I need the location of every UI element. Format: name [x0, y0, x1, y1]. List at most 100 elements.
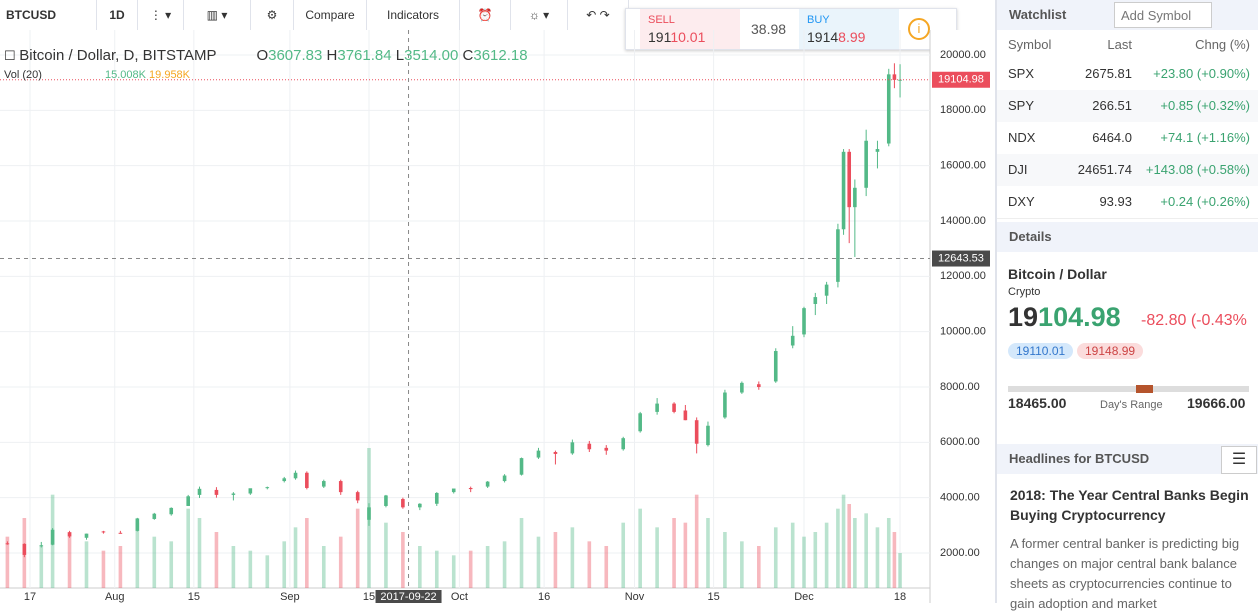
volume-bar — [135, 522, 140, 588]
watchlist-title: Watchlist — [1009, 7, 1067, 22]
volume-bar — [757, 546, 761, 588]
l-label: L — [395, 47, 405, 64]
volume-bar — [282, 541, 287, 588]
candle-body — [214, 489, 219, 495]
headline[interactable]: 2018: The Year Central Banks Begin Buyin… — [1010, 487, 1249, 523]
watch-cell: DJI — [1008, 162, 1028, 177]
candle-body — [384, 495, 388, 506]
y-tick-label: 12000.00 — [940, 270, 986, 282]
volume-bar — [655, 527, 659, 588]
candle-body — [293, 472, 298, 479]
x-tick-label: Sep — [280, 591, 300, 603]
watch-row[interactable]: SPY 266.51 +0.85 (+0.32%) — [997, 90, 1258, 123]
menu[interactable]: ⋮ ▾ — [138, 0, 184, 30]
sell[interactable]: SELL 19110.01 — [640, 9, 740, 49]
h-label: H — [326, 47, 338, 64]
candle-body — [401, 499, 405, 508]
add-symbol[interactable]: Add Symbol — [1114, 2, 1212, 28]
volume-bar — [169, 541, 174, 588]
candle-body — [50, 529, 55, 545]
candle-body — [355, 492, 360, 501]
volume-bar — [39, 546, 44, 588]
candle-body — [22, 543, 27, 555]
buy-tail: 8.99 — [838, 29, 866, 45]
volume-bar — [321, 546, 326, 588]
y-tick-label: 18000.00 — [940, 104, 986, 116]
last-price-label: 19104.98 — [938, 74, 984, 86]
detail-name: Bitcoin / Dollar — [1008, 266, 1107, 282]
watch-cell: 266.51 — [1092, 98, 1132, 113]
volume-bar — [836, 508, 840, 588]
watch-row[interactable]: SPX 2675.81 +23.80 (+0.90%) — [997, 58, 1258, 91]
candle-body — [101, 531, 106, 533]
l: 3514.00 — [404, 47, 459, 64]
candle-body — [434, 492, 439, 504]
candle-body — [118, 532, 123, 534]
list-button[interactable]: ☰ — [1221, 446, 1257, 474]
y-tick-label: 14000.00 — [940, 215, 986, 227]
candle-body — [553, 452, 558, 454]
watch-cell: +23.80 (+0.90%) — [1153, 66, 1250, 81]
watch-row[interactable]: DJI 24651.74 +143.08 (+0.58%) — [997, 154, 1258, 187]
h: 3761.84 — [337, 47, 392, 64]
watch-row[interactable]: NDX 6464.0 +74.1 (+1.16%) — [997, 122, 1258, 155]
volume-bar — [67, 532, 72, 588]
candle-body — [706, 425, 710, 446]
candle-body — [683, 410, 688, 421]
watch-row[interactable]: DXY 93.93 +0.24 (+0.26%) — [997, 186, 1258, 219]
idea[interactable]: ☼ ▾ — [511, 0, 568, 30]
range-high: 19666.00 — [1187, 395, 1246, 411]
buy-price: 19148.99 — [807, 29, 865, 45]
info[interactable]: i — [908, 18, 930, 40]
candle-body — [519, 458, 524, 475]
crosshair-date: 2017-09-22 — [380, 591, 436, 603]
candle-body — [740, 382, 744, 393]
chart-style[interactable]: ▥ ▾ — [184, 0, 251, 30]
candle-body — [152, 513, 157, 519]
candle-body — [451, 488, 456, 493]
watch-cell: NDX — [1008, 130, 1036, 145]
candle-body — [502, 475, 507, 482]
candle-body — [321, 481, 326, 487]
vol2: 19.958K — [149, 69, 191, 81]
candle-body — [135, 518, 140, 531]
volume-bar — [570, 527, 575, 588]
settings[interactable]: ⚙ — [251, 0, 294, 30]
volume-bar — [248, 550, 253, 588]
undo-redo[interactable]: ↶ ↷ — [568, 0, 629, 30]
candle-body — [231, 493, 236, 495]
price-tail: 104.98 — [1038, 302, 1121, 332]
o-label: O — [256, 47, 269, 64]
y-tick-label: 2000.00 — [940, 547, 980, 559]
volume-bar — [847, 504, 852, 588]
candle-body — [587, 443, 592, 450]
o: 3607.83 — [268, 47, 323, 64]
candle-body — [757, 384, 761, 387]
volume-bar — [355, 508, 360, 588]
legend: ☐ Bitcoin / Dollar, D, BITSTAMP O3607.83… — [4, 47, 528, 64]
volume-bar — [790, 522, 795, 588]
volume-bar — [898, 553, 902, 588]
volume-bar — [536, 536, 541, 588]
candle-body — [836, 229, 840, 282]
alert[interactable]: ⏰ — [460, 0, 511, 30]
ask: 19148.99 — [1077, 343, 1144, 359]
candle-body — [248, 488, 253, 494]
sell-head: 191 — [648, 29, 671, 45]
watch-cell: 2675.81 — [1085, 66, 1132, 81]
candle-body — [570, 442, 575, 454]
candle-body — [84, 533, 89, 538]
compare[interactable]: Compare — [294, 0, 367, 30]
indicators[interactable]: Indicators — [367, 0, 460, 30]
candle-body — [723, 392, 727, 418]
c: 3612.18 — [473, 47, 528, 64]
candle-body — [485, 481, 490, 487]
symbol[interactable]: BTCUSD — [0, 0, 97, 30]
watch-cell: +0.24 (+0.26%) — [1160, 194, 1250, 209]
headline-body: A former central banker is predicting bi… — [1010, 536, 1240, 611]
price-axis — [930, 30, 995, 603]
volume-bar — [638, 508, 642, 588]
volume-bar — [101, 550, 106, 588]
interval[interactable]: 1D — [97, 0, 138, 30]
buy[interactable]: BUY 19148.99 — [799, 9, 899, 49]
